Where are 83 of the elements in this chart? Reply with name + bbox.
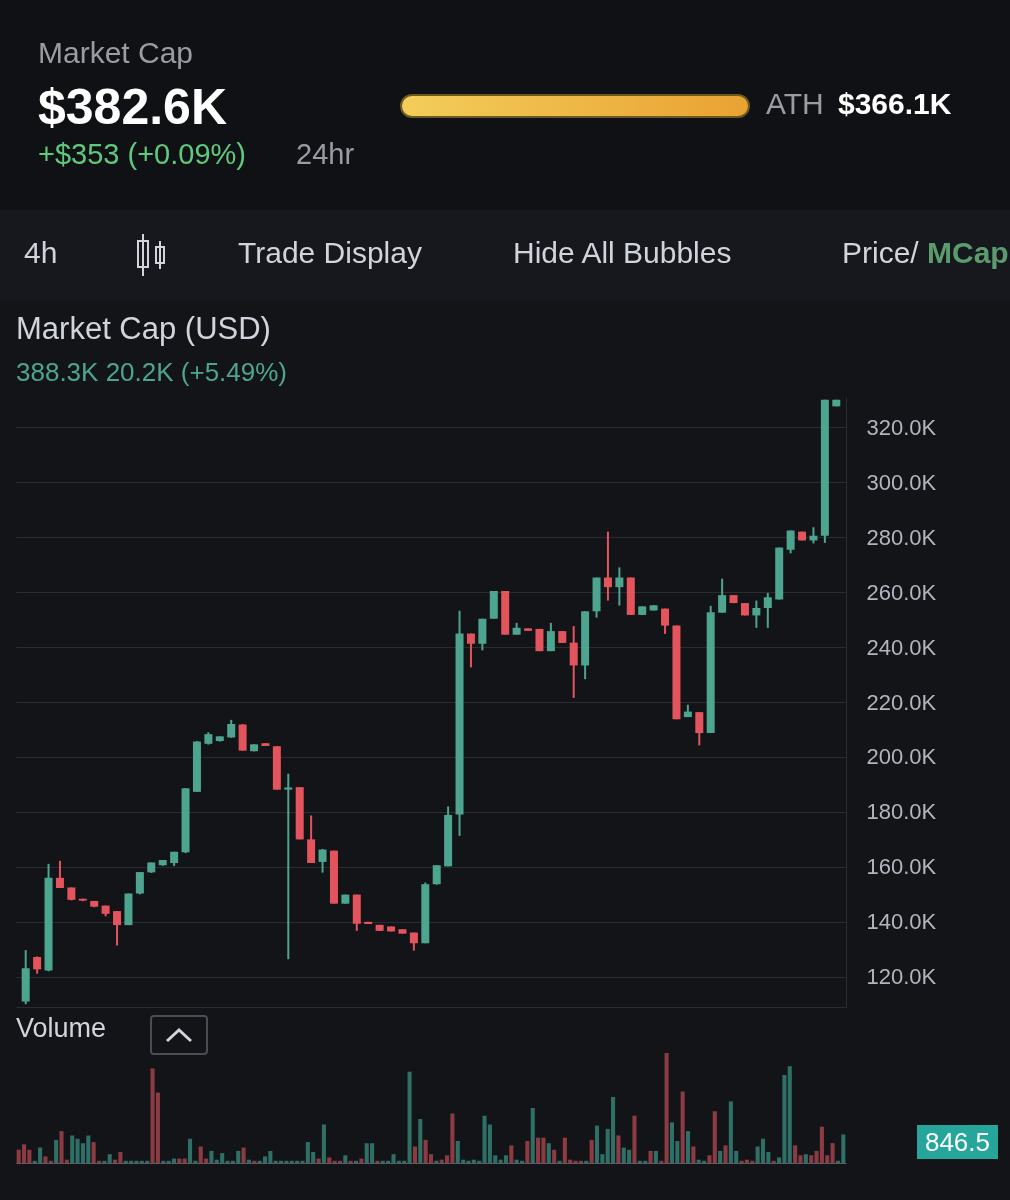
bar: [718, 1150, 723, 1163]
y-tick-label: 320.0K: [866, 414, 937, 440]
bar: [43, 1156, 48, 1163]
y-tick-label: 160.0K: [866, 854, 937, 880]
y-tick-label: 120.0K: [866, 964, 937, 990]
bar: [707, 1155, 712, 1163]
text: Price/: [842, 236, 919, 269]
bar: [669, 1122, 675, 1163]
bar: [54, 1139, 59, 1163]
bar: [412, 1146, 417, 1163]
y-tick-label: 240.0K: [866, 634, 937, 660]
bar: [653, 1150, 658, 1163]
bar: [616, 1135, 621, 1163]
bar: [21, 1144, 27, 1163]
bar: [664, 1053, 669, 1163]
bar: [723, 1145, 728, 1163]
candlestick: [546, 621, 555, 653]
text: ATH: [766, 87, 824, 120]
bar: [552, 1149, 557, 1163]
bar: [803, 1154, 808, 1163]
bar: [685, 1131, 691, 1163]
bar: [107, 1154, 112, 1163]
bar: [648, 1150, 653, 1163]
y-tick-label: 200.0K: [866, 744, 937, 770]
bar: [241, 1147, 246, 1163]
bar: [407, 1071, 412, 1163]
text: 846.5: [916, 1125, 998, 1159]
candlestick: [615, 566, 624, 607]
candlestick: [603, 530, 612, 602]
candlestick: [318, 848, 327, 874]
candlestick: [763, 591, 772, 629]
candlestick: [55, 859, 64, 890]
bar: [321, 1124, 326, 1163]
bar: [418, 1119, 423, 1163]
candlestick: [466, 632, 475, 669]
bar: [209, 1150, 214, 1163]
bar: [525, 1141, 530, 1163]
bar: [589, 1139, 594, 1163]
candlestick: [432, 864, 441, 886]
bar: [530, 1108, 535, 1163]
chart-title: Market Cap (USD): [16, 311, 271, 346]
bar: [546, 1143, 551, 1163]
y-tick-label: 140.0K: [866, 909, 937, 935]
text: $382.6K: [38, 79, 228, 135]
bar: [343, 1155, 348, 1163]
bar: [809, 1155, 814, 1163]
candlestick: [307, 814, 316, 865]
text: Market Cap: [38, 36, 194, 69]
bar: [787, 1066, 792, 1163]
y-tick-label: 280.0K: [866, 524, 937, 550]
chart-title: Volume: [16, 1013, 107, 1043]
bar: [830, 1143, 835, 1163]
text: Hide All Bubbles: [513, 236, 732, 269]
y-tick-label: 180.0K: [866, 799, 937, 825]
y-tick-label: 260.0K: [866, 579, 937, 605]
bar: [503, 1155, 509, 1163]
candlestick: [718, 577, 727, 614]
candlestick: [284, 772, 293, 961]
text: 24hr: [296, 138, 355, 170]
bar: [632, 1115, 637, 1163]
chart-subtitle: 388.3K 20.2K (+5.49%): [16, 357, 288, 387]
text: 4h: [24, 236, 58, 269]
y-tick-label: 220.0K: [866, 689, 937, 715]
bar: [594, 1125, 600, 1163]
bar: [691, 1146, 696, 1163]
text: Trade Display: [238, 236, 422, 269]
candlestick: [113, 910, 122, 947]
bar: [509, 1145, 514, 1163]
bar: [760, 1138, 766, 1163]
candlestick: [695, 711, 704, 747]
bar: [187, 1138, 193, 1163]
text: MCap: [927, 236, 1009, 269]
bar: [712, 1111, 717, 1163]
candlestick: [569, 625, 578, 699]
y-tick-label: 300.0K: [866, 469, 937, 495]
bar: [70, 1135, 75, 1163]
bar: [680, 1091, 685, 1163]
bar: [536, 1137, 541, 1163]
text: +$353 (+0.09%): [38, 138, 246, 170]
bar: [557, 1160, 562, 1163]
candlestick: [752, 599, 761, 629]
text: $366.1K: [838, 87, 952, 120]
candlestick: [661, 607, 670, 635]
